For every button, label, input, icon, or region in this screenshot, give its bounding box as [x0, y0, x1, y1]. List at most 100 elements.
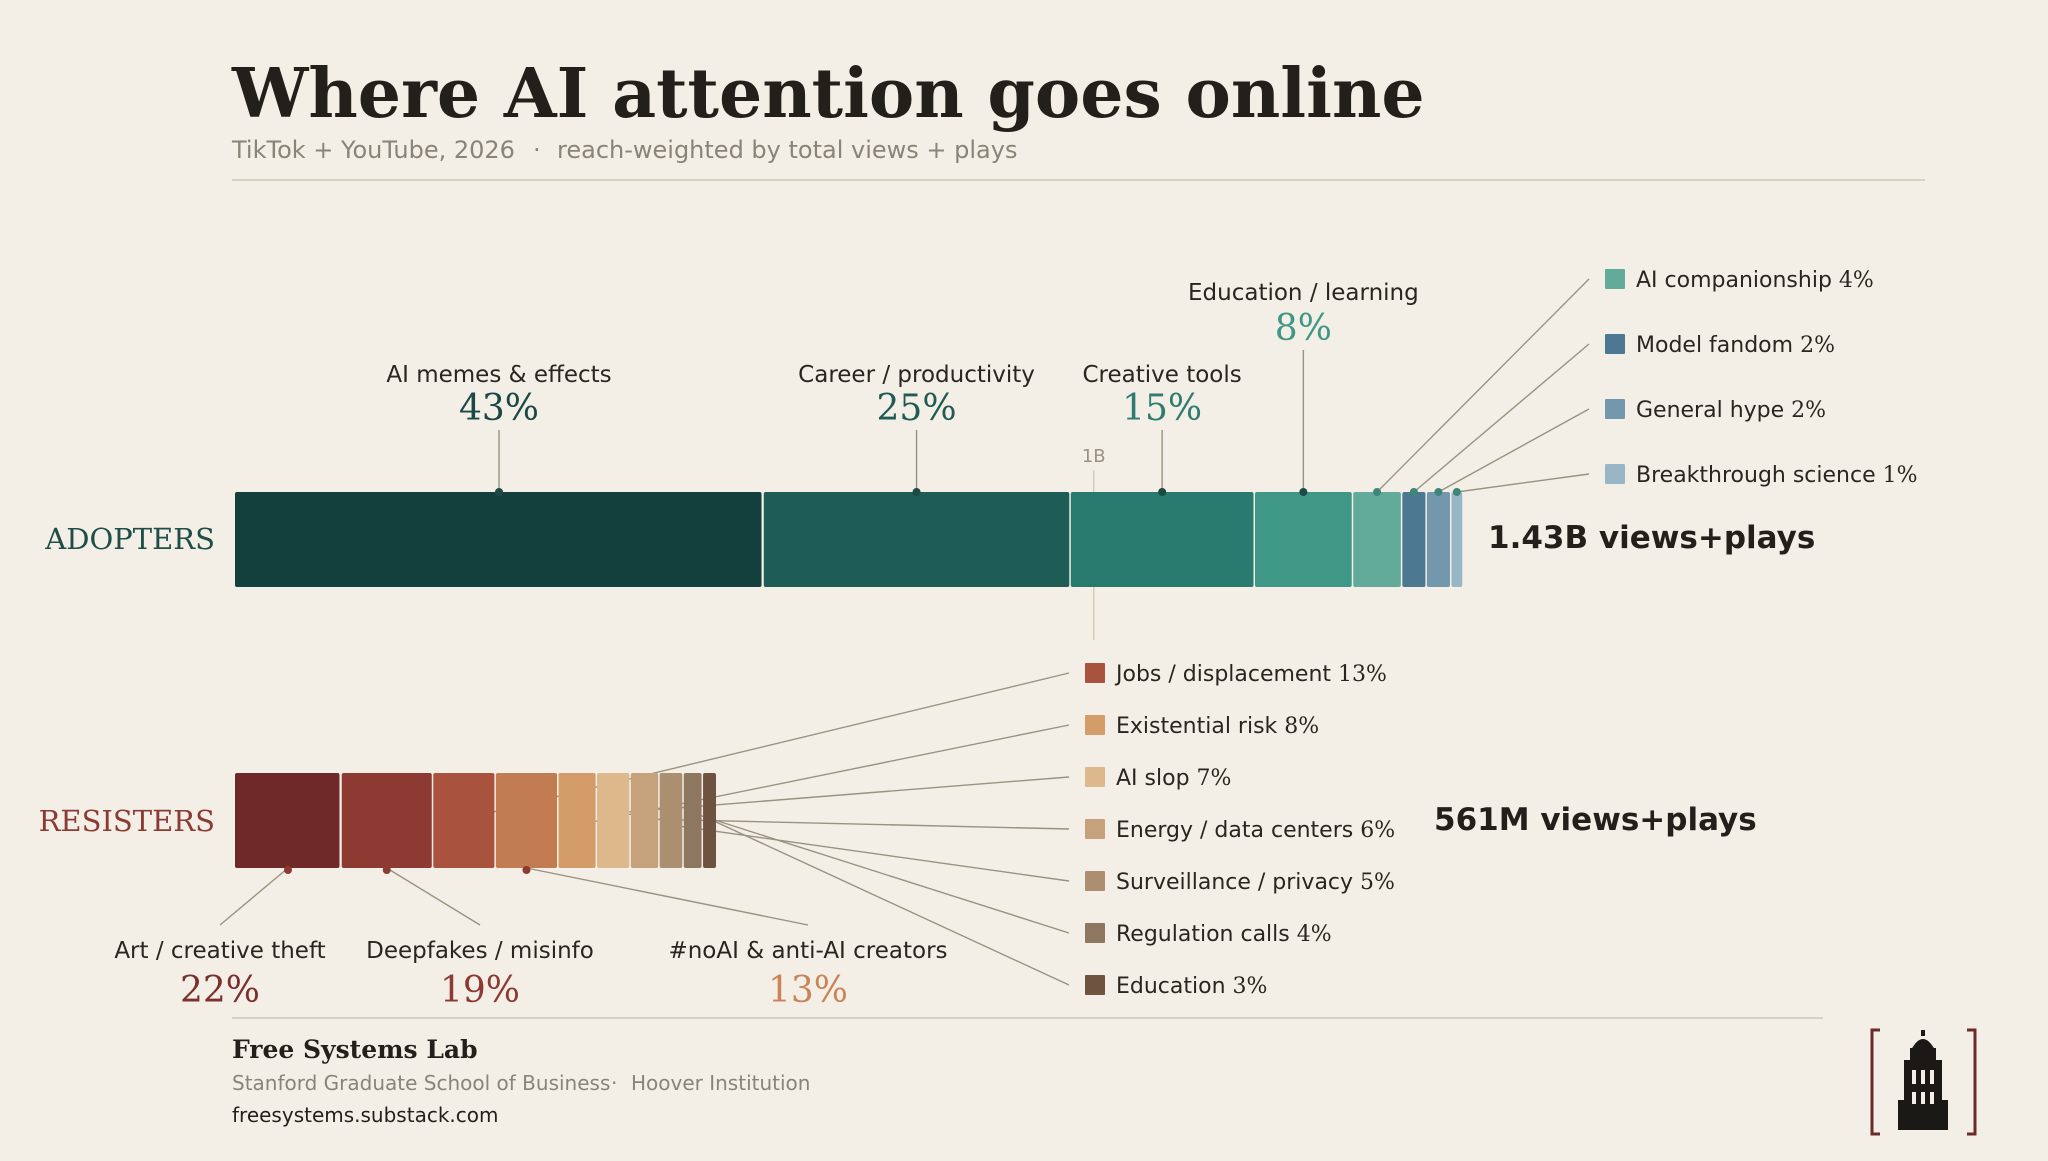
bar-resisters-noai-anti-ai-creators[interactable]	[495, 773, 558, 868]
callout-line-existential-risk	[576, 724, 1070, 826]
footer-url-link[interactable]: freesystems.substack.com	[232, 1103, 498, 1127]
bar-resisters-surveillance-privacy[interactable]	[659, 773, 683, 868]
callout-lines	[219, 278, 1590, 986]
value-ai-memes-effects: 43%	[459, 388, 539, 429]
value-art-creative-theft: 22%	[180, 970, 260, 1011]
value-career-productivity: 25%	[877, 388, 957, 429]
legend-value-regulation-calls: 4%	[1297, 922, 1332, 947]
bar-resisters-art-creative-theft[interactable]	[235, 773, 340, 868]
legend-label-existential-risk: Existential risk 8%	[1116, 714, 1319, 739]
callout-line-regulation-calls	[692, 812, 1070, 934]
callout-line-noai-anti-ai-creators	[526, 867, 809, 926]
legend-swatch-surveillance-privacy	[1085, 871, 1105, 891]
bar-resisters-deepfakes-misinfo[interactable]	[341, 773, 432, 868]
label-education-learning: Education / learning	[1188, 280, 1419, 306]
callout-line-ai-companionship	[1376, 278, 1590, 493]
callout-dot-breakthrough-science	[1452, 488, 1461, 496]
callout-dot-general-hype	[1434, 488, 1443, 496]
callout-line-surveillance-privacy	[670, 824, 1070, 882]
adopters-label: ADOPTERS	[44, 522, 215, 556]
callout-dot-deepfakes-misinfo	[382, 866, 391, 874]
legend-value-breakthrough-science: 1%	[1883, 463, 1918, 488]
legend-swatch-jobs-displacement	[1085, 663, 1105, 683]
legend-value-surveillance-privacy: 5%	[1360, 870, 1395, 895]
bar-resisters-existential-risk[interactable]	[558, 773, 596, 868]
legend-swatch-general-hype	[1605, 399, 1625, 419]
legend-label-jobs-displacement: Jobs / displacement 13%	[1114, 662, 1387, 687]
callout-line-general-hype	[1438, 408, 1590, 493]
label-career-productivity: Career / productivity	[798, 362, 1035, 388]
bar-resisters-ai-slop[interactable]	[597, 773, 630, 868]
legend-value-ai-slop: 7%	[1197, 766, 1232, 791]
bar-resisters-regulation-calls[interactable]	[683, 773, 702, 868]
legend-label-ai-slop: AI slop 7%	[1116, 766, 1231, 791]
label-art-creative-theft: Art / creative theft	[114, 938, 325, 964]
footer-separator: ·	[611, 1071, 617, 1095]
callout-line-model-fandom	[1413, 343, 1590, 493]
value-noai-anti-ai-creators: 13%	[768, 970, 848, 1011]
page-title: Where AI attention goes online	[231, 54, 1425, 134]
label-ai-memes-effects: AI memes & effects	[386, 362, 611, 388]
bar-resisters-education[interactable]	[703, 773, 717, 868]
callout-line-education	[709, 818, 1070, 986]
bar-adopters-breakthrough-science[interactable]	[1451, 492, 1463, 587]
subtitle-source: TikTok + YouTube, 2026	[231, 136, 515, 164]
legend-swatch-ai-companionship	[1605, 269, 1625, 289]
legend-swatch-breakthrough-science	[1605, 464, 1625, 484]
bar-resisters-jobs-displacement[interactable]	[433, 773, 495, 868]
legend-label-general-hype: General hype 2%	[1636, 398, 1826, 423]
subtitle-separator: ·	[533, 136, 541, 164]
hoover-tower-logo	[1870, 1028, 1977, 1136]
legend-value-jobs-displacement: 13%	[1338, 662, 1387, 687]
scale-tick-label: 1B	[1082, 446, 1106, 467]
bar-resisters-energy-data-centers[interactable]	[630, 773, 659, 868]
callout-dot-career-productivity	[912, 488, 921, 496]
footer-affiliation-2: Hoover Institution	[631, 1071, 810, 1095]
bar-adopters-education-learning[interactable]	[1254, 492, 1352, 587]
callout-dot-creative-tools	[1158, 488, 1167, 496]
callout-dot-ai-companionship	[1373, 488, 1382, 496]
bar-adopters-ai-memes-effects[interactable]	[235, 492, 762, 587]
value-deepfakes-misinfo: 19%	[440, 970, 520, 1011]
callout-dot-noai-anti-ai-creators	[522, 866, 531, 874]
legend-value-existential-risk: 8%	[1284, 714, 1319, 739]
footer-org: Free Systems Lab	[232, 1035, 478, 1064]
bar-adopters-creative-tools[interactable]	[1070, 492, 1254, 587]
legend-value-general-hype: 2%	[1791, 398, 1826, 423]
label-creative-tools: Creative tools	[1082, 362, 1241, 388]
label-deepfakes-misinfo: Deepfakes / misinfo	[366, 938, 594, 964]
legend-label-education: Education 3%	[1116, 974, 1267, 999]
subtitle-method: reach-weighted by total views + plays	[557, 136, 1017, 164]
bar-adopters-model-fandom[interactable]	[1402, 492, 1426, 587]
legend-label-surveillance-privacy: Surveillance / privacy 5%	[1116, 870, 1395, 895]
legend-value-education: 3%	[1233, 974, 1268, 999]
legend-label-ai-companionship: AI companionship 4%	[1636, 268, 1874, 293]
callout-dot-model-fandom	[1409, 488, 1418, 496]
legend-swatch-regulation-calls	[1085, 923, 1105, 943]
legend-swatch-ai-slop	[1085, 767, 1105, 787]
legend-swatch-energy-data-centers	[1085, 819, 1105, 839]
footer-url: freesystems.substack.com	[232, 1103, 498, 1127]
legend-swatch-education	[1085, 975, 1105, 995]
legend-swatch-existential-risk	[1085, 715, 1105, 735]
callout-dot-art-creative-theft	[283, 866, 292, 874]
legend-label-breakthrough-science: Breakthrough science 1%	[1636, 463, 1918, 488]
legend-label-regulation-calls: Regulation calls 4%	[1116, 922, 1332, 947]
callout-dot-ai-memes-effects	[495, 488, 504, 496]
callout-line-breakthrough-science	[1456, 473, 1590, 493]
bar-adopters-ai-companionship[interactable]	[1353, 492, 1401, 587]
bar-adopters-general-hype[interactable]	[1426, 492, 1450, 587]
resisters-total: 561M views+plays	[1434, 802, 1757, 838]
callout-line-art-creative-theft	[219, 867, 289, 926]
legend-label-model-fandom: Model fandom 2%	[1636, 333, 1835, 358]
bar-adopters-career-productivity[interactable]	[763, 492, 1070, 587]
bars	[235, 492, 1463, 868]
legend-label-energy-data-centers: Energy / data centers 6%	[1116, 818, 1395, 843]
value-creative-tools: 15%	[1122, 388, 1202, 429]
legend-value-ai-companionship: 4%	[1839, 268, 1874, 293]
legend-value-energy-data-centers: 6%	[1360, 818, 1395, 843]
footer-affiliation-1: Stanford Graduate School of Business	[232, 1071, 610, 1095]
